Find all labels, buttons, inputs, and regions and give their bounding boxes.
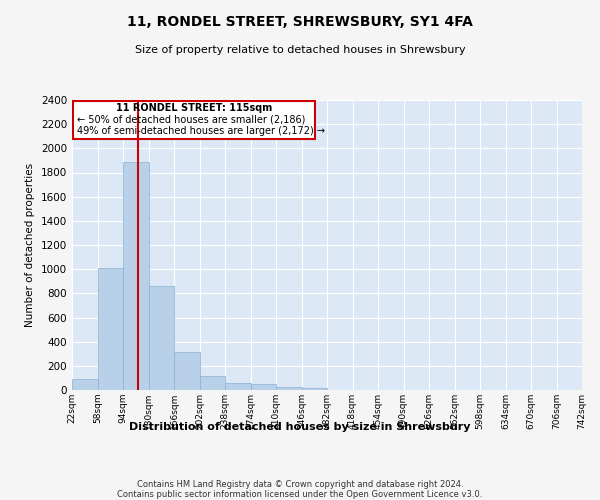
Text: 11 RONDEL STREET: 115sqm: 11 RONDEL STREET: 115sqm bbox=[116, 103, 272, 113]
Bar bbox=[97, 268, 123, 390]
Text: ← 50% of detached houses are smaller (2,186): ← 50% of detached houses are smaller (2,… bbox=[77, 114, 305, 124]
Bar bbox=[276, 386, 302, 390]
Bar bbox=[149, 286, 174, 390]
Text: 11, RONDEL STREET, SHREWSBURY, SY1 4FA: 11, RONDEL STREET, SHREWSBURY, SY1 4FA bbox=[127, 15, 473, 29]
Text: Size of property relative to detached houses in Shrewsbury: Size of property relative to detached ho… bbox=[134, 45, 466, 55]
FancyBboxPatch shape bbox=[73, 100, 315, 138]
Text: Contains HM Land Registry data © Crown copyright and database right 2024.
Contai: Contains HM Land Registry data © Crown c… bbox=[118, 480, 482, 500]
Text: Distribution of detached houses by size in Shrewsbury: Distribution of detached houses by size … bbox=[129, 422, 471, 432]
Bar bbox=[199, 376, 225, 390]
Bar bbox=[302, 388, 327, 390]
Bar bbox=[123, 162, 149, 390]
Bar bbox=[174, 352, 199, 390]
Text: 49% of semi-detached houses are larger (2,172) →: 49% of semi-detached houses are larger (… bbox=[77, 126, 325, 136]
Y-axis label: Number of detached properties: Number of detached properties bbox=[25, 163, 35, 327]
Bar bbox=[72, 379, 97, 390]
Bar bbox=[251, 384, 276, 390]
Bar bbox=[225, 384, 251, 390]
